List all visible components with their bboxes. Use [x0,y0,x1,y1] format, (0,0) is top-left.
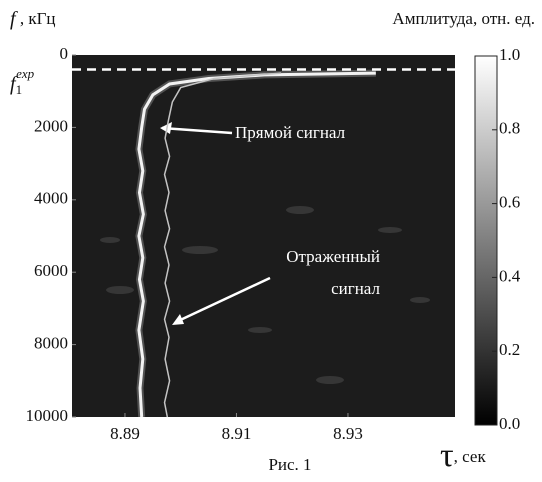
annotation: Отраженный [286,247,380,266]
x-tick-label: 8.89 [110,424,140,443]
annotation: сигнал [331,279,380,298]
y-tick-label: 0 [60,44,69,63]
y-tick-label: 2000 [34,116,68,135]
colorbar-tick-label: 0.4 [499,266,521,285]
arrow-head [172,314,184,325]
x-axis-label: τ, сек [440,437,486,474]
symbol: f [10,73,18,95]
subscript: 1 [16,82,23,97]
arrow [161,126,233,135]
threshold-label: f1exp [10,66,35,97]
colorbar [474,55,498,426]
plot-area [72,55,455,417]
superscript: exp [16,66,35,81]
arrow-head [160,122,172,134]
colorbar-tick-label: 0.8 [499,119,520,138]
noise [100,206,430,384]
y-axis-label: f , кГц [10,8,56,30]
colorbar-tick-label: 0.2 [499,340,520,359]
colorbar-title: Амплитуда, отн. ед. [392,9,535,28]
y-tick-label: 8000 [34,334,68,353]
y-tick-label: 4000 [34,189,68,208]
colorbar-tick-label: 0.0 [499,414,520,433]
colorbar-tick-label: 0.6 [499,193,520,212]
arrow [175,276,271,324]
x-tick-label: 8.91 [222,424,252,443]
signal-line [137,71,376,418]
caption: Рис. 1 [268,455,311,474]
annotation: Прямой сигнал [235,123,346,142]
y-tick-label: 6000 [34,261,68,280]
y-tick-label: 10000 [26,406,69,425]
signal-line [163,72,282,418]
x-tick-label: 8.93 [333,424,363,443]
colorbar-tick-label: 1.0 [499,45,520,64]
